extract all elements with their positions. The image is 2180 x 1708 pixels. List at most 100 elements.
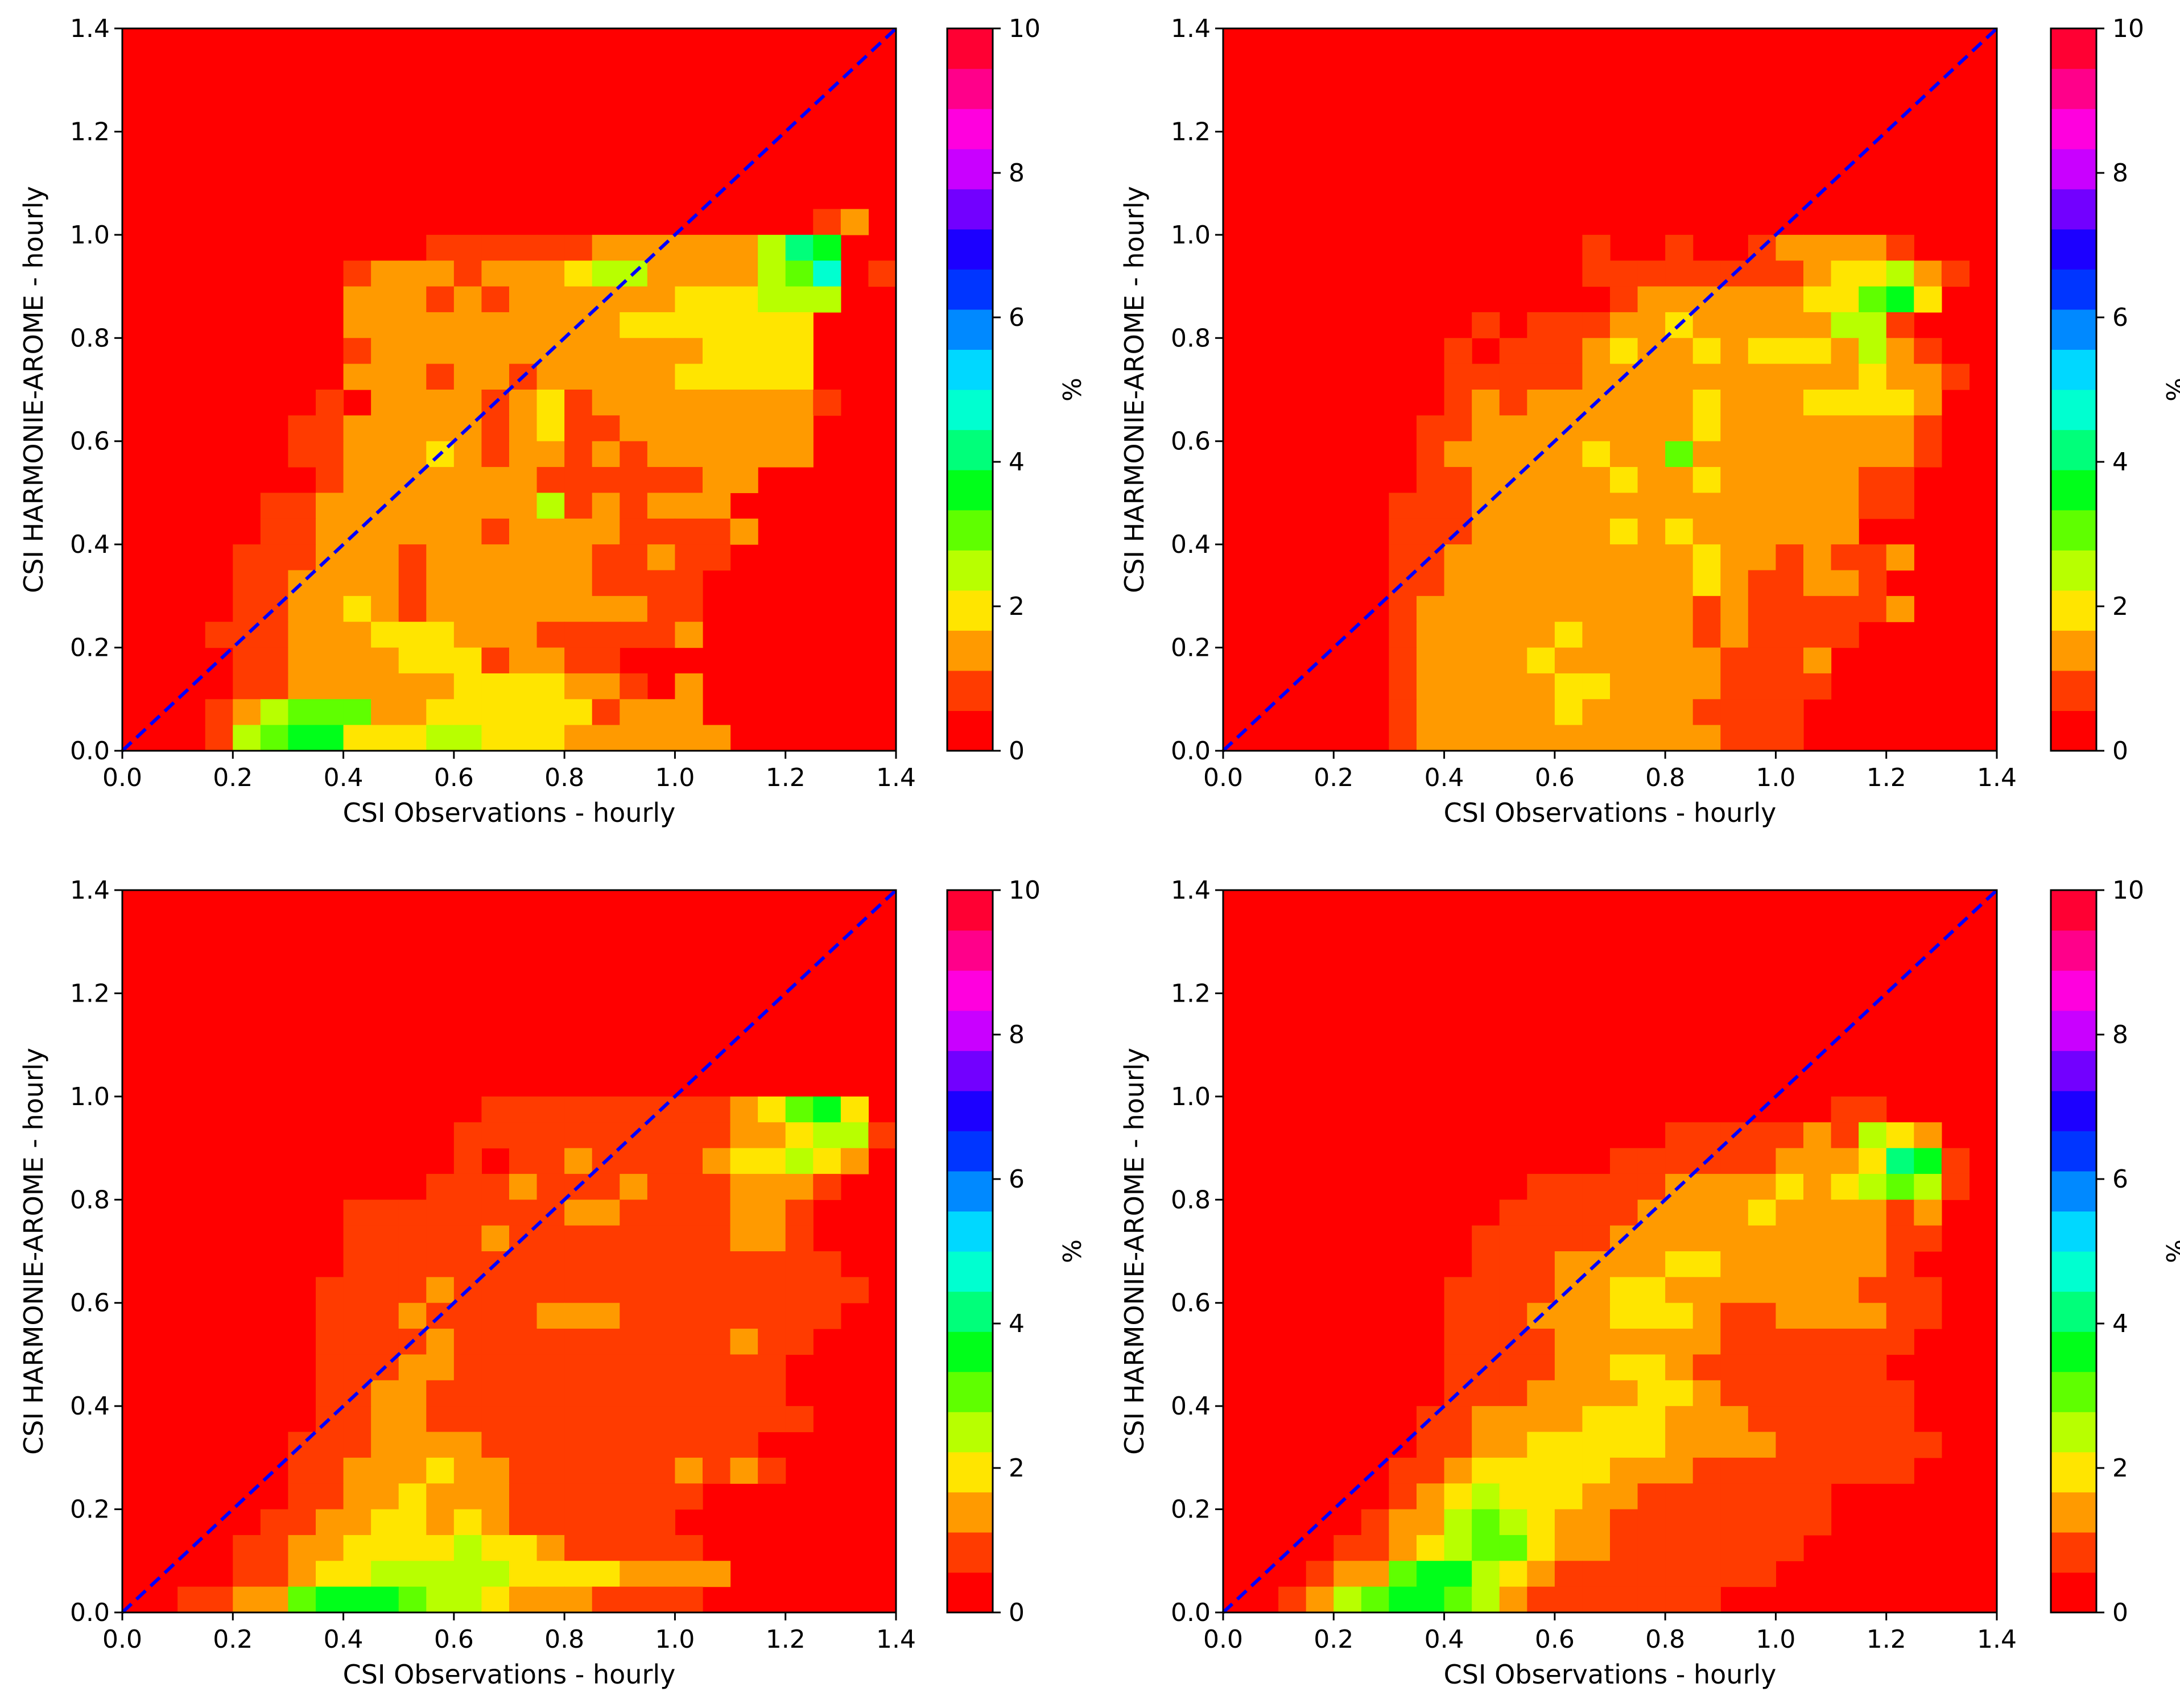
heatmap-cell [316,415,344,442]
heatmap-cell [703,1329,731,1355]
heatmap-cell [1665,1432,1694,1458]
colorbar-segment [2051,1171,2096,1212]
heatmap-cell [1748,673,1777,700]
heatmap-cell [1665,260,1694,287]
x-tick-label: 1.4 [876,1625,916,1654]
heatmap-cell [288,493,316,519]
heatmap-cell [1610,595,1638,622]
x-axis-title: CSI Observations - hourly [1444,1659,1777,1690]
heatmap-cell [509,595,538,622]
colorbar-segment [947,1412,993,1453]
heatmap-cell [1720,725,1749,751]
heatmap-cell [343,415,371,442]
heatmap-cell [1776,1535,1804,1561]
heatmap-cell [1610,1277,1638,1304]
colorbar-segment [947,670,993,712]
heatmap-cell [1554,1509,1583,1536]
y-tick-label: 0.0 [70,737,110,766]
heatmap-cell [481,518,510,545]
heatmap-cell [1720,518,1749,545]
y-tick-label: 0.4 [1171,530,1211,559]
heatmap-cell [1748,1277,1777,1304]
heatmap-cell [647,1354,676,1381]
heatmap-cell [1472,673,1500,700]
heatmap-cell [1665,415,1694,442]
heatmap-cell [1444,699,1472,726]
x-tick-label: 1.2 [766,763,806,792]
heatmap-cell [509,1457,538,1484]
heatmap-cell [1582,1561,1611,1587]
heatmap-cell [1720,570,1749,597]
heatmap-cell [398,1535,427,1561]
heatmap-cell [1859,467,1887,494]
heatmap-cell [509,622,538,648]
heatmap-cell [481,286,510,313]
heatmap-cell [840,209,869,235]
colorbar-segment [2051,670,2096,712]
colorbar-segment [947,1451,993,1492]
heatmap-cell [1637,1483,1666,1510]
heatmap-cell [1776,1200,1804,1226]
heatmap-cell [453,260,482,287]
colorbar-segment [947,1010,993,1051]
heatmap-cell [1859,1122,1887,1149]
y-tick-label: 0.2 [70,1495,110,1524]
colorbar-segment [947,148,993,189]
heatmap-cell [1527,415,1555,442]
heatmap-cell [1361,1509,1390,1536]
heatmap-cell [1472,518,1500,545]
heatmap-cell [1720,647,1749,674]
heatmap-cell [1692,1586,1721,1613]
heatmap-cell [1665,1302,1694,1329]
heatmap-cell [1417,467,1445,494]
heatmap-cell [1333,1586,1362,1613]
heatmap-cell [1831,1225,1859,1252]
heatmap-cell [426,338,455,365]
colorbar-tick-label: 4 [2112,1309,2128,1338]
heatmap-cell [343,1406,371,1433]
heatmap-cell [1637,1277,1666,1304]
heatmap-cell [426,647,455,674]
heatmap-cell [1886,1173,1914,1200]
heatmap-cell [1637,1251,1666,1277]
heatmap-cell [1692,699,1721,726]
heatmap-cell [453,570,482,597]
heatmap-cell [592,441,620,468]
heatmap-cell [703,1173,731,1200]
heatmap-cell [398,1432,427,1458]
heatmap-cell [1859,570,1887,597]
heatmap-cell [398,725,427,751]
y-tick-label: 0.8 [70,324,110,353]
y-tick-label: 0.8 [1171,1185,1211,1214]
colorbar-segment [947,550,993,591]
colorbar-segment [2051,28,2096,69]
heatmap-cell [1444,1457,1472,1484]
heatmap-cell [1417,622,1445,648]
heatmap-cell [371,1406,399,1433]
heatmap-cell [343,493,371,519]
colorbar-segment [947,590,993,631]
heatmap-cell [398,1586,427,1613]
heatmap-cell [1886,312,1914,338]
heatmap-cell [316,1483,344,1510]
heatmap-cell [1472,1329,1500,1355]
heatmap-cell [233,647,261,674]
heatmap-cell [1886,260,1914,287]
heatmap-cell [1527,647,1555,674]
heatmap-cell [1720,493,1749,519]
heatmap-cell [481,1535,510,1561]
colorbar-tick-label: 10 [2112,14,2144,43]
heatmap-cell [1527,1329,1555,1355]
heatmap-cell [1582,1509,1611,1536]
heatmap-cell [758,1302,786,1329]
heatmap-cell [1803,673,1832,700]
heatmap-cell [509,1277,538,1304]
heatmap-cell [1692,647,1721,674]
heatmap-cell [592,647,620,674]
heatmap-cell [592,1561,620,1587]
heatmap-cell [426,260,455,287]
heatmap-cell [1527,622,1555,648]
heatmap-cell [343,647,371,674]
heatmap-cell [1692,1122,1721,1149]
heatmap-cell [647,1173,676,1200]
